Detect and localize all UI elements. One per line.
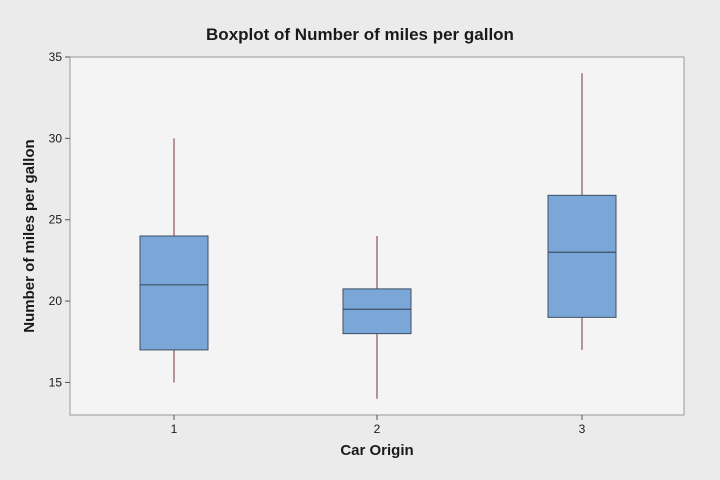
y-tick-label: 35 — [49, 50, 63, 64]
y-tick-label: 30 — [49, 131, 63, 145]
box-group-2 — [342, 236, 412, 399]
x-tick-label: 1 — [171, 422, 178, 436]
y-tick-label: 25 — [49, 213, 63, 227]
y-axis: 15 20 25 30 35 — [49, 50, 70, 389]
x-tick-label: 3 — [579, 422, 586, 436]
y-axis-label: Number of miles per gallon — [21, 139, 38, 332]
box-group-3 — [547, 73, 617, 350]
x-tick-label: 2 — [374, 422, 381, 436]
y-tick-label: 15 — [49, 375, 63, 389]
box-group-1 — [139, 138, 209, 383]
chart-title: Boxplot of Number of miles per gallon — [206, 25, 514, 44]
y-tick-label: 20 — [49, 294, 63, 308]
iqr-box — [547, 194, 617, 318]
x-axis: 1 2 3 — [171, 415, 586, 436]
iqr-box — [342, 288, 412, 335]
iqr-box — [139, 235, 209, 351]
x-axis-label: Car Origin — [340, 442, 413, 459]
box-series — [139, 73, 617, 399]
